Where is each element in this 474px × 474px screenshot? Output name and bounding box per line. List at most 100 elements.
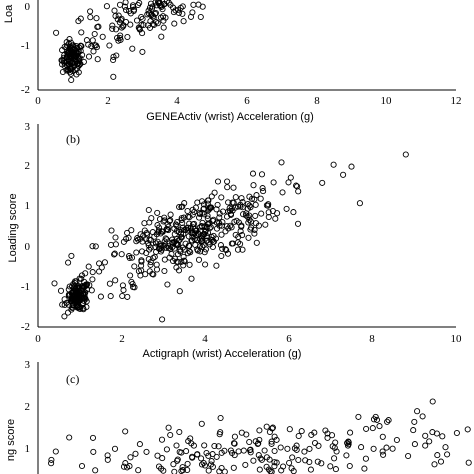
data-point [135, 467, 142, 474]
data-point [145, 206, 152, 214]
data-point [422, 442, 429, 449]
data-point [129, 45, 136, 52]
data-point [250, 457, 257, 464]
data-point [160, 17, 167, 24]
data-point [143, 229, 150, 237]
data-point [113, 52, 120, 59]
data-point [173, 222, 180, 229]
data-point [464, 426, 471, 433]
data-point [148, 11, 155, 18]
data-point [199, 3, 206, 10]
data-point [114, 34, 121, 41]
panel-a-x-tick: 4 [174, 95, 180, 107]
data-point [248, 195, 256, 202]
data-point [104, 452, 111, 459]
data-point [161, 267, 168, 275]
data-point [243, 431, 250, 438]
panel-a-y-tick: -1 [21, 40, 30, 52]
data-point [199, 219, 206, 226]
data-point [85, 53, 93, 60]
data-point [85, 263, 92, 270]
panel-c-y-tick: 2 [25, 401, 31, 413]
data-point [242, 461, 249, 468]
data-point [295, 456, 302, 464]
data-point [270, 179, 277, 186]
data-point [51, 280, 58, 287]
data-point [178, 215, 185, 222]
data-point [465, 459, 472, 466]
data-point [76, 57, 83, 64]
data-point [245, 234, 252, 241]
data-point [185, 438, 192, 445]
data-point [240, 447, 247, 454]
data-point [246, 216, 253, 223]
data-point [222, 246, 229, 253]
data-point [202, 229, 209, 236]
data-point [385, 417, 392, 424]
data-point [285, 179, 292, 186]
data-point [77, 305, 84, 313]
data-point [266, 428, 273, 436]
data-point [230, 464, 237, 471]
data-point [211, 189, 218, 196]
data-point [169, 239, 176, 246]
data-point [183, 448, 190, 455]
data-point [136, 441, 143, 448]
data-point [157, 230, 164, 237]
data-point [271, 463, 278, 470]
data-point [190, 442, 197, 449]
data-point [286, 426, 293, 433]
data-point [235, 233, 242, 241]
data-point [89, 243, 96, 250]
data-point [149, 270, 156, 278]
data-point [112, 277, 119, 284]
data-point [178, 234, 185, 241]
data-point [218, 464, 225, 472]
data-point [251, 230, 258, 237]
data-point [162, 241, 169, 248]
data-point [206, 241, 213, 248]
data-point [94, 56, 101, 63]
data-point [175, 258, 182, 266]
data-point [187, 249, 194, 256]
data-point [65, 259, 72, 266]
data-point [112, 241, 119, 248]
data-point [146, 219, 153, 226]
data-point [147, 261, 154, 268]
panel-a: 0 -1 -2 0 2 4 6 8 10 12 GENEActiv (wrist… [3, 0, 462, 123]
data-point [66, 69, 73, 76]
data-point [58, 57, 65, 64]
data-point [87, 14, 94, 21]
data-point [159, 316, 166, 323]
panel-b-x-tick: 6 [286, 333, 292, 345]
data-point [179, 244, 186, 251]
data-point [212, 235, 220, 242]
data-point [217, 414, 224, 422]
data-point [153, 18, 160, 26]
data-point [246, 202, 253, 209]
data-point [327, 463, 334, 470]
data-point [173, 264, 180, 271]
data-point [242, 212, 249, 219]
data-point [294, 183, 301, 190]
panel-c-y-tick: 1 [25, 443, 31, 455]
data-point [211, 442, 218, 450]
data-point [180, 18, 187, 25]
data-point [124, 293, 131, 300]
data-point [130, 284, 137, 291]
data-point [379, 433, 386, 440]
data-point [158, 33, 165, 40]
data-point [306, 445, 313, 452]
panel-a-x-tick: 12 [451, 95, 462, 107]
data-point [256, 436, 263, 443]
data-point [279, 189, 286, 196]
panel-c-points [48, 398, 472, 474]
data-point [230, 440, 238, 447]
data-point [260, 188, 267, 195]
data-point [332, 439, 339, 446]
data-point [109, 22, 116, 29]
data-point [167, 211, 174, 218]
data-point [442, 444, 449, 451]
data-point [333, 448, 340, 455]
data-point [103, 3, 110, 10]
